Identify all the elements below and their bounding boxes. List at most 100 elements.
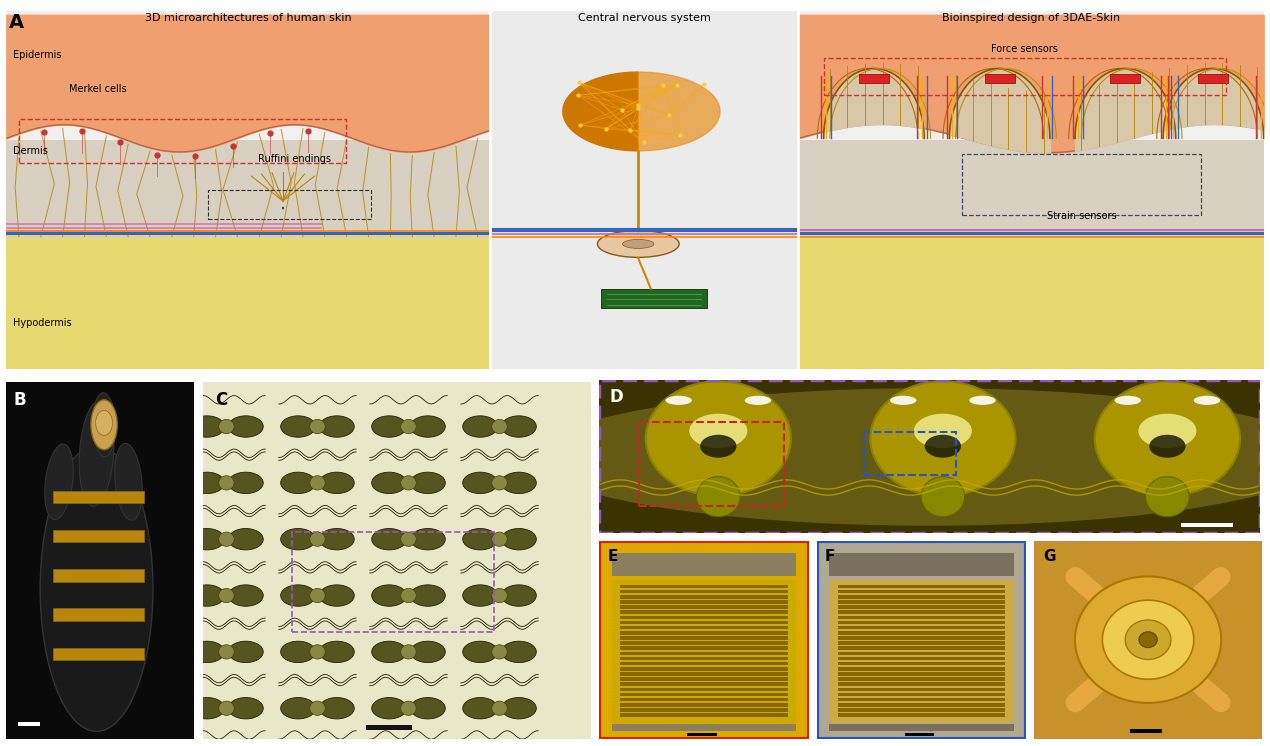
Bar xyxy=(292,532,494,632)
Bar xyxy=(838,585,1006,589)
Ellipse shape xyxy=(890,395,917,405)
Ellipse shape xyxy=(229,472,263,494)
Ellipse shape xyxy=(491,701,507,715)
Ellipse shape xyxy=(462,642,498,662)
Ellipse shape xyxy=(310,532,325,546)
Ellipse shape xyxy=(44,444,74,520)
Ellipse shape xyxy=(320,472,354,494)
Text: Hypodermis: Hypodermis xyxy=(13,319,71,328)
Bar xyxy=(620,693,787,696)
Bar xyxy=(1199,74,1228,83)
Bar xyxy=(53,569,144,582)
Bar xyxy=(838,610,1006,614)
Bar xyxy=(829,724,1013,730)
Bar xyxy=(620,626,787,630)
Ellipse shape xyxy=(462,585,498,606)
Bar xyxy=(838,636,1006,640)
Ellipse shape xyxy=(91,400,117,450)
Ellipse shape xyxy=(401,589,417,603)
Bar xyxy=(838,605,1006,609)
Ellipse shape xyxy=(189,585,225,606)
Bar xyxy=(799,11,1264,369)
Ellipse shape xyxy=(1095,381,1240,496)
Text: Central nervous system: Central nervous system xyxy=(578,13,711,23)
Ellipse shape xyxy=(491,476,507,490)
Ellipse shape xyxy=(281,642,315,662)
Ellipse shape xyxy=(491,532,507,546)
Ellipse shape xyxy=(533,388,1270,526)
Bar xyxy=(824,57,1226,95)
Bar xyxy=(620,662,787,665)
Ellipse shape xyxy=(218,532,234,546)
Ellipse shape xyxy=(79,401,114,507)
Ellipse shape xyxy=(281,698,315,719)
Bar xyxy=(620,672,787,676)
Text: 3D microarchitectures of human skin: 3D microarchitectures of human skin xyxy=(145,13,352,23)
Bar xyxy=(601,289,707,308)
Bar xyxy=(1130,729,1162,733)
Bar xyxy=(19,119,345,163)
Bar xyxy=(838,662,1006,665)
Bar xyxy=(53,609,144,621)
Ellipse shape xyxy=(645,381,791,496)
Ellipse shape xyxy=(491,589,507,603)
Bar xyxy=(1110,74,1140,83)
Bar xyxy=(612,553,796,577)
Ellipse shape xyxy=(622,239,654,248)
Ellipse shape xyxy=(310,419,325,433)
Bar xyxy=(6,236,490,369)
Ellipse shape xyxy=(410,416,446,437)
Bar xyxy=(838,677,1006,681)
Bar xyxy=(864,433,956,475)
Ellipse shape xyxy=(1138,414,1196,448)
Ellipse shape xyxy=(372,585,406,606)
Circle shape xyxy=(1139,632,1157,648)
Ellipse shape xyxy=(189,416,225,437)
Ellipse shape xyxy=(410,472,446,494)
Bar xyxy=(53,530,144,542)
Ellipse shape xyxy=(401,476,417,490)
Ellipse shape xyxy=(502,528,536,550)
Bar xyxy=(829,580,1013,723)
Bar xyxy=(620,698,787,701)
Bar xyxy=(838,651,1006,655)
Bar xyxy=(620,631,787,635)
Bar xyxy=(838,688,1006,691)
Ellipse shape xyxy=(410,698,446,719)
Ellipse shape xyxy=(229,585,263,606)
Ellipse shape xyxy=(281,416,315,437)
Ellipse shape xyxy=(281,528,315,550)
Bar xyxy=(838,656,1006,660)
Bar xyxy=(799,236,1264,369)
Bar xyxy=(838,642,1006,645)
Ellipse shape xyxy=(462,416,498,437)
Ellipse shape xyxy=(696,477,740,517)
Ellipse shape xyxy=(320,642,354,662)
Bar xyxy=(620,605,787,609)
Ellipse shape xyxy=(320,528,354,550)
Bar xyxy=(687,733,716,736)
Bar xyxy=(490,11,799,369)
Bar xyxy=(838,708,1006,712)
Bar xyxy=(838,693,1006,696)
Ellipse shape xyxy=(218,476,234,490)
Bar xyxy=(838,647,1006,650)
Ellipse shape xyxy=(218,701,234,715)
Text: D: D xyxy=(610,388,624,406)
Text: G: G xyxy=(1043,549,1055,564)
Circle shape xyxy=(1125,620,1171,659)
Ellipse shape xyxy=(218,419,234,433)
Ellipse shape xyxy=(114,443,142,520)
Ellipse shape xyxy=(189,472,225,494)
Ellipse shape xyxy=(93,392,116,457)
Bar xyxy=(859,74,889,83)
Bar xyxy=(620,713,787,717)
Text: C: C xyxy=(215,391,227,409)
Ellipse shape xyxy=(462,472,498,494)
Ellipse shape xyxy=(914,414,972,448)
Bar xyxy=(838,631,1006,635)
Bar xyxy=(53,648,144,660)
Polygon shape xyxy=(563,72,639,151)
Bar xyxy=(620,647,787,650)
Bar xyxy=(620,703,787,706)
